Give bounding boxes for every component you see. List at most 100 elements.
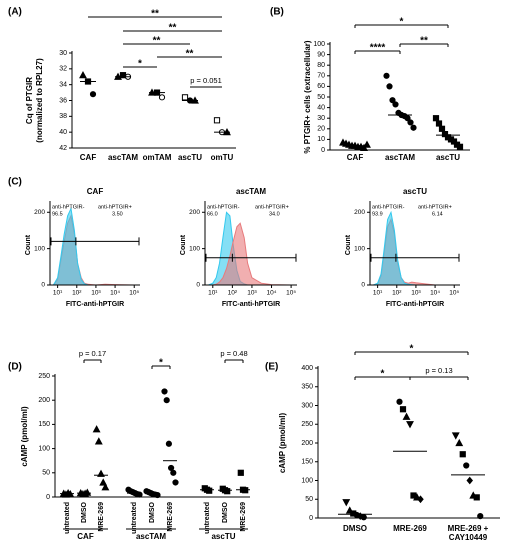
point [455,438,464,447]
point [213,117,221,124]
y-tick-label: 10 [317,136,325,143]
x-tick-label: DMSO [149,501,156,523]
y-tick-label: 90 [317,51,325,58]
x-tick-label: 10⁵ [286,290,296,297]
significance-label: p = 0.48 [220,349,247,358]
y-tick-label: 30 [59,50,67,57]
gate-value: 66.0 [207,211,218,217]
x-tick-label: MRE-269 [393,524,427,533]
group-label: ascTU [211,532,235,541]
y-axis-title: cAMP (pmol/ml) [20,406,29,467]
y-tick-label: 32 [59,66,67,73]
point [206,487,213,494]
x-tick-label: 10³ [411,290,421,297]
point [399,406,407,413]
gate-value: 93.9 [372,211,383,217]
x-tick-label: 10⁴ [430,290,440,297]
x-tick-label: 10² [228,290,238,297]
x-tick-label: omTAM [143,153,172,162]
y-tick-label: 20 [317,126,325,133]
point [92,425,101,433]
histogram-area [208,222,292,286]
x-tick-label: 10³ [91,290,101,297]
significance-label: * [410,344,414,355]
x-tick-label: ascTAM [385,153,415,162]
significance-label: ** [151,9,159,20]
point [237,469,244,476]
y-tick-label: 100 [189,245,200,252]
gate-label: anti-hPTGIR+ [255,204,289,210]
point [410,124,417,131]
point [477,513,484,520]
group-label: CAF [77,532,94,541]
y-tick-label: 50 [317,94,325,101]
x-tick-label: 10³ [247,290,257,297]
x-tick-label: 10⁴ [267,290,277,297]
group-label: ascTAM [136,532,166,541]
y-axis-title: Cq of PTGIR [25,77,34,124]
x-tick-label: 10⁵ [449,290,459,297]
y-tick-label: 200 [301,440,313,447]
significance-label: ** [186,49,194,60]
point [463,462,470,469]
y-axis-title: cAMP (pmol/ml) [278,413,287,474]
x-tick-label: omTU [211,153,234,162]
y-tick-label: 0 [41,282,45,289]
point [172,479,179,486]
y-tick-label: 200 [354,209,365,216]
significance-label: p = 0.051 [190,76,222,85]
panel-label: (B) [270,7,284,18]
point [386,83,393,90]
y-tick-label: 40 [317,104,325,111]
x-tick-label: 10¹ [208,290,218,297]
point [404,115,411,122]
x-tick-label: DMSO [81,501,88,523]
point [451,432,460,440]
significance-label: p = 0.13 [425,366,452,375]
x-tick-label: untreated [64,502,71,534]
gate-label: anti-hPTGIR- [52,204,85,210]
y-tick-label: 42 [59,145,67,152]
x-tick-label: untreated [204,502,211,534]
x-tick-label: untreated [131,502,138,534]
y-tick-label: 400 [301,365,313,372]
point [407,119,414,126]
y-tick-label: 80 [317,62,325,69]
x-tick-label: MRE-269 [167,502,174,532]
point [161,388,168,395]
x-tick-label: 10¹ [373,290,383,297]
y-tick-label: 300 [301,402,313,409]
point [99,478,108,486]
point [466,476,474,485]
x-tick-label: DMSO [343,524,367,533]
y-axis-title: Count [180,234,187,255]
panel-label: (C) [8,177,22,188]
point [417,495,424,504]
point [438,125,446,132]
point [165,440,172,447]
x-tick-label: 10⁴ [110,290,120,297]
panel-title: ascTAM [236,187,266,196]
panel-label: (E) [265,362,278,373]
y-tick-label: 30 [317,115,325,122]
point [89,91,97,98]
point [342,499,351,507]
significance-label: **** [370,43,386,54]
y-tick-label: 50 [305,496,313,503]
panel-label: (D) [8,362,22,373]
gate-label: anti-hPTGIR+ [98,204,132,210]
panel-title: CAF [87,187,104,196]
y-axis-title: Count [345,234,352,255]
y-axis-title: (normalized to RPL27) [35,58,44,143]
y-axis-title: Count [25,234,32,255]
y-tick-label: 38 [59,113,67,120]
point [94,437,103,445]
gate-value: 3.50 [112,211,123,217]
y-tick-label: 34 [59,82,67,89]
x-tick-label: ascTU [178,153,202,162]
x-tick-label: ascTAM [108,153,138,162]
significance-label: ** [420,36,428,47]
x-tick-label: MRE-269 [240,502,247,532]
